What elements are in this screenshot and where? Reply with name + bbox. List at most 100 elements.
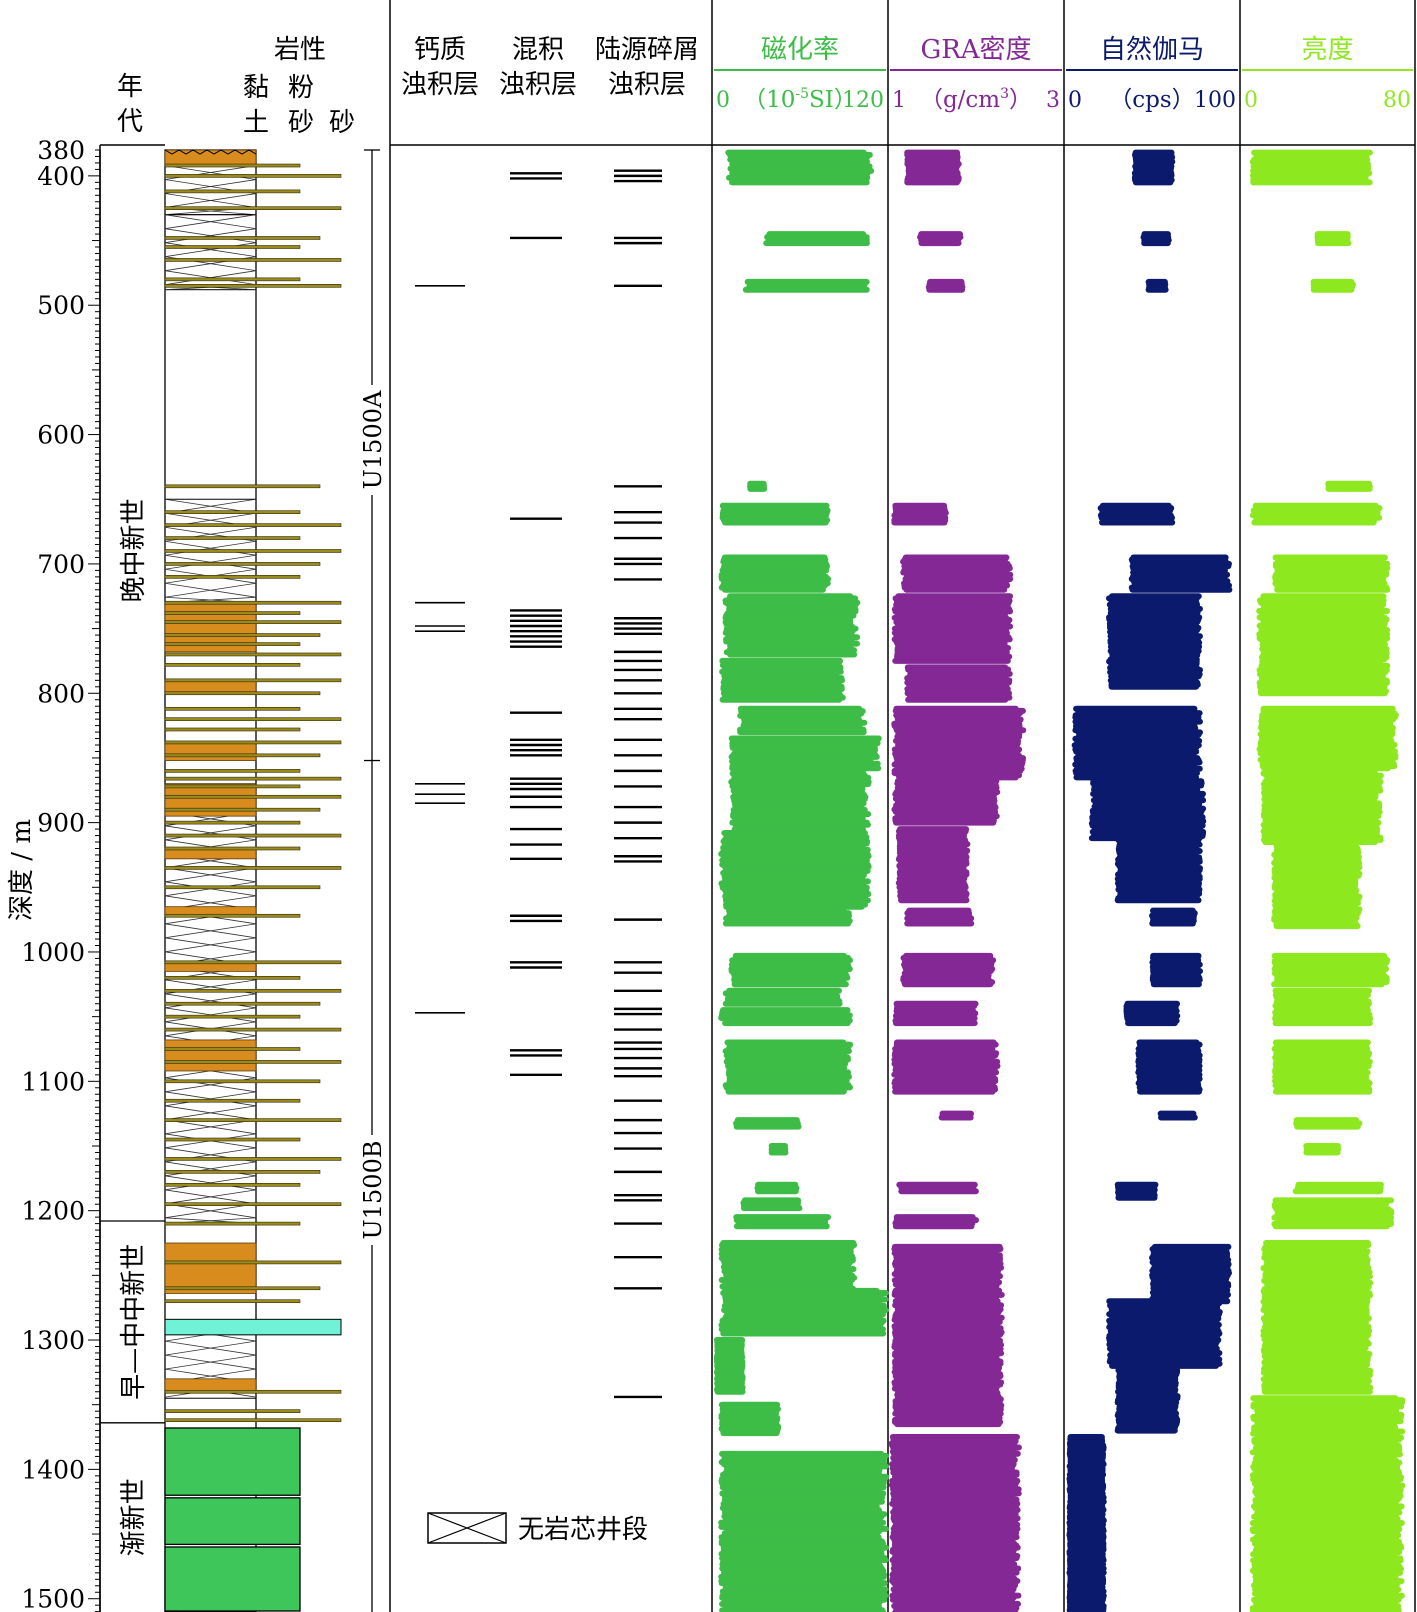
thin-bed bbox=[164, 536, 301, 540]
thin-bed bbox=[164, 988, 342, 993]
thin-bed bbox=[164, 575, 301, 579]
no-core-cross bbox=[164, 1354, 257, 1370]
lithology-header: 岩性 bbox=[274, 35, 326, 65]
series-xmax: 100 bbox=[1194, 88, 1236, 113]
turb-col3-header-2: 浊积层 bbox=[608, 70, 686, 100]
depth-tick-label: 1400 bbox=[21, 1455, 85, 1484]
thin-bed bbox=[164, 663, 301, 667]
no-core-cross bbox=[164, 1105, 257, 1121]
thin-bed bbox=[164, 885, 321, 890]
litho-class-clay: 黏 土 bbox=[243, 73, 269, 138]
thin-bed bbox=[164, 1014, 301, 1019]
thin-bed bbox=[164, 1299, 301, 1304]
thin-bed bbox=[164, 1027, 342, 1032]
no-core-cross bbox=[164, 1007, 257, 1023]
thin-bed bbox=[164, 652, 342, 657]
series-name: 自然伽马 bbox=[1100, 35, 1204, 65]
thin-bed bbox=[164, 510, 301, 514]
thin-bed bbox=[164, 600, 342, 605]
depth-tick-label: 400 bbox=[37, 162, 85, 191]
sand-interval bbox=[164, 1318, 342, 1336]
epoch-label: 早—中中新世 bbox=[119, 1244, 149, 1400]
thin-bed bbox=[164, 846, 301, 851]
depth-tick-label: 600 bbox=[37, 421, 85, 450]
thin-bed bbox=[164, 258, 342, 262]
no-core-cross bbox=[164, 1203, 257, 1219]
hole-label-bg bbox=[360, 1135, 384, 1245]
depth-tick-label: 900 bbox=[37, 809, 85, 838]
thin-bed bbox=[164, 1157, 342, 1161]
series-xmax: 3 bbox=[1046, 88, 1060, 113]
hole-label-bg bbox=[360, 385, 384, 495]
thin-bed bbox=[164, 820, 301, 825]
thin-bed bbox=[164, 549, 342, 553]
no-core-cross bbox=[164, 923, 257, 939]
silt-interval bbox=[164, 1427, 301, 1496]
clay-interval bbox=[164, 679, 257, 694]
series-points bbox=[1249, 149, 1406, 1612]
turb-col1-header-1: 钙质 bbox=[414, 35, 466, 65]
scatter-tracks bbox=[713, 149, 1406, 1612]
thin-bed bbox=[164, 189, 301, 194]
thin-bed bbox=[164, 1221, 301, 1226]
thin-bed bbox=[164, 913, 301, 918]
epoch-label: 晚中新世 bbox=[119, 499, 149, 603]
hole-label: U1500A bbox=[359, 390, 387, 489]
series-unit: （10-5SI） bbox=[743, 86, 857, 113]
thin-bed bbox=[164, 245, 301, 249]
depth-tick-label: 380 bbox=[37, 136, 85, 165]
column-frame bbox=[99, 0, 1416, 1612]
thin-bed bbox=[164, 807, 321, 812]
series-headers: 磁化率 0 120（10-5SI） GRA密度 1 3 （g/cm3） 自然伽马 0 100（cp… bbox=[714, 35, 1413, 113]
thin-bed bbox=[164, 1389, 342, 1394]
no-core-cross bbox=[164, 242, 257, 258]
thin-bed bbox=[164, 284, 342, 288]
hole-label: U1500B bbox=[359, 1141, 387, 1240]
depth-tick-label: 1200 bbox=[21, 1197, 85, 1226]
thin-bed bbox=[164, 174, 342, 178]
thin-bed bbox=[164, 1098, 301, 1103]
turb-col2-header-1: 混积 bbox=[512, 35, 564, 65]
no-core-interval bbox=[164, 214, 257, 291]
thin-bed bbox=[164, 706, 301, 711]
series-unit: （cps） bbox=[1109, 87, 1194, 113]
age-header-1: 年 bbox=[117, 72, 143, 102]
core-top-zigzag bbox=[164, 149, 257, 155]
thin-bed bbox=[164, 794, 342, 799]
legend-no-core-label: 无岩芯井段 bbox=[518, 1515, 648, 1545]
clay-interval bbox=[164, 1378, 257, 1393]
clay-interval bbox=[164, 1242, 257, 1294]
thin-bed bbox=[164, 1001, 321, 1006]
thin-bed bbox=[164, 1183, 301, 1187]
no-core-cross bbox=[164, 1119, 257, 1135]
series-name: GRA密度 bbox=[920, 35, 1031, 65]
series-unit: （g/cm3） bbox=[920, 86, 1032, 113]
clay-interval bbox=[164, 742, 257, 761]
no-core-cross bbox=[164, 214, 257, 230]
age-header-2: 代 bbox=[117, 107, 143, 137]
depth-tick-label: 1000 bbox=[21, 938, 85, 967]
turbidite-columns bbox=[415, 169, 662, 1399]
thin-bed bbox=[164, 1079, 321, 1084]
series-xmin: 0 bbox=[1244, 88, 1258, 113]
thin-bed bbox=[164, 236, 321, 240]
no-core-cross bbox=[164, 193, 257, 208]
depth-tick-label: 500 bbox=[37, 291, 85, 320]
thin-bed bbox=[164, 277, 301, 282]
series-name: 磁化率 bbox=[761, 35, 839, 65]
no-core-cross bbox=[164, 937, 257, 953]
no-core-cross bbox=[164, 825, 257, 841]
legend-no-core: 无岩芯井段 bbox=[427, 1512, 648, 1545]
litho-class-sand: 砂 bbox=[329, 108, 355, 138]
turb-col1-header-2: 浊积层 bbox=[401, 70, 479, 100]
thin-bed bbox=[164, 1170, 321, 1174]
no-core-cross bbox=[164, 1175, 257, 1191]
litho-class-silt-char-2: 砂 bbox=[288, 108, 314, 138]
no-core-cross bbox=[164, 1189, 257, 1205]
thin-bed bbox=[164, 753, 321, 758]
turb-col2-header-2: 浊积层 bbox=[499, 70, 577, 100]
column-headers: 年 代 岩性 黏 土 粉 砂 砂 钙质 浊积层 混积 浊积层 陆源碎屑 浊积层 bbox=[117, 35, 699, 138]
depth-tick-label: 700 bbox=[37, 550, 85, 579]
series-points bbox=[1066, 149, 1233, 1612]
